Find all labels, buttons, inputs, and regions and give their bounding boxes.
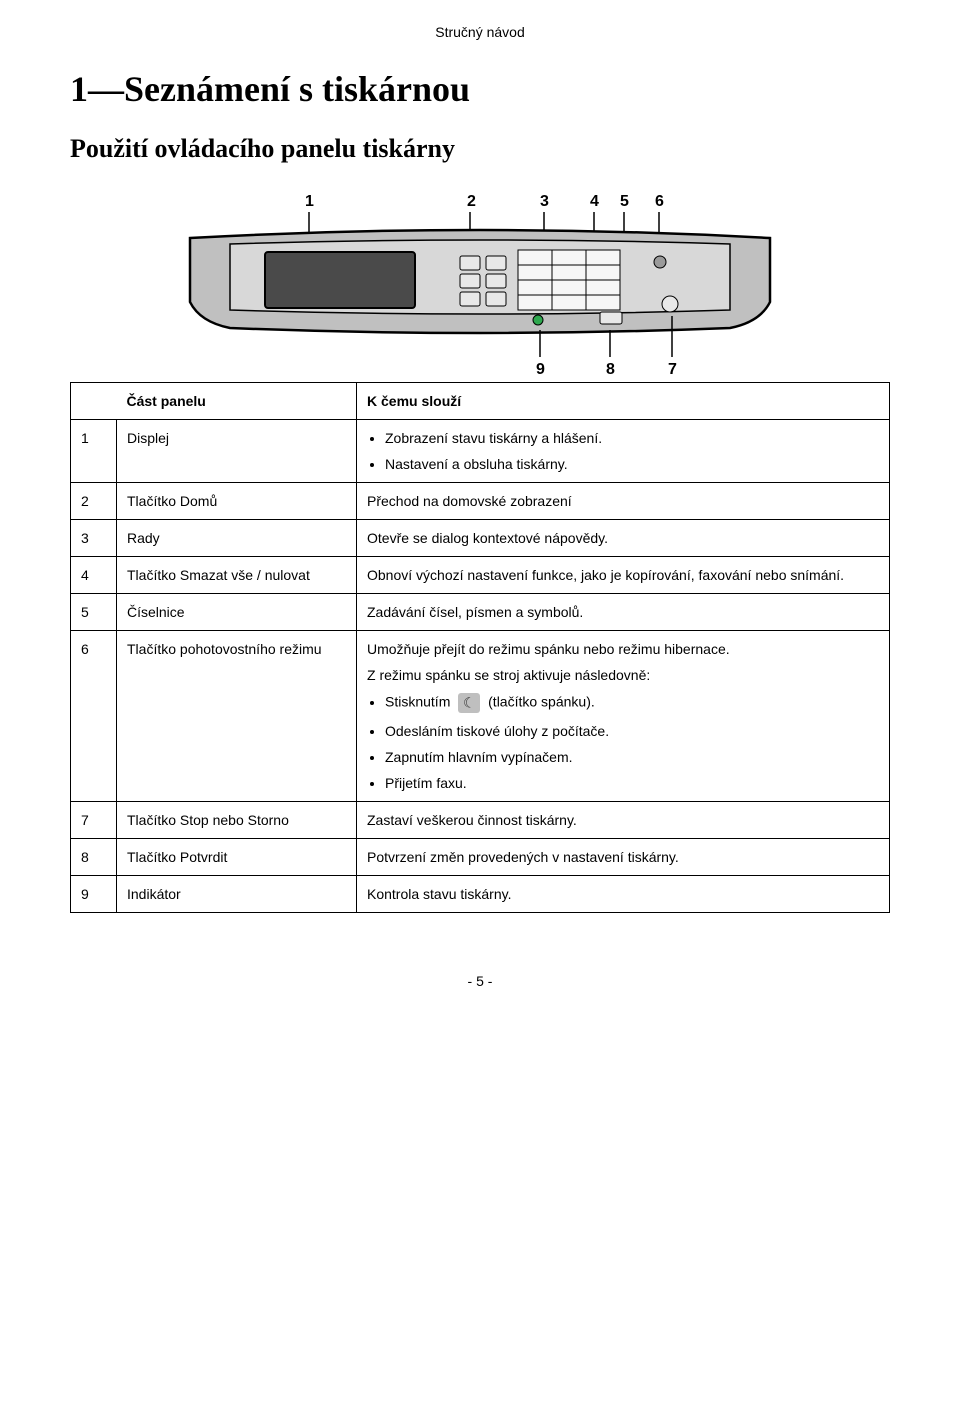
panel-parts-table: Část panelu K čemu slouží 1DisplejZobraz…: [70, 382, 890, 913]
keypad: [518, 250, 620, 310]
row-description: Otevře se dialog kontextové nápovědy.: [357, 520, 890, 557]
row-description: Zadávání čísel, písmen a symbolů.: [357, 594, 890, 631]
table-header-part: Část panelu: [117, 383, 357, 420]
page: Stručný návod 1—Seznámení s tiskárnou Po…: [0, 0, 960, 1029]
table-row: 8Tlačítko PotvrditPotvrzení změn provede…: [71, 839, 890, 876]
row-description: Zobrazení stavu tiskárny a hlášení. Nasta…: [357, 420, 890, 483]
row-description: Zastaví veškerou činnost tiskárny.: [357, 802, 890, 839]
sleep-icon: [458, 693, 480, 713]
tips-button-icon: [460, 274, 480, 288]
home-button-icon: [460, 256, 480, 270]
intro-line: Umožňuje přejít do režimu spánku nebo re…: [367, 641, 879, 657]
stop-button-icon: [662, 296, 678, 312]
callout-9: 9: [536, 361, 545, 378]
table-row: 4Tlačítko Smazat vše / nulovatObnoví výc…: [71, 557, 890, 594]
row-number: 2: [71, 483, 117, 520]
intro-line: Z režimu spánku se stroj aktivuje násled…: [367, 667, 879, 683]
bullet-item: Odesláním tiskové úlohy z počítače.: [385, 723, 879, 739]
confirm-button-icon: [600, 312, 622, 324]
row-part-name: Tlačítko Potvrdit: [117, 839, 357, 876]
indicator-led: [533, 315, 543, 325]
row-description: Umožňuje přejít do režimu spánku nebo re…: [357, 631, 890, 802]
table-row: 1DisplejZobrazení stavu tiskárny a hláše…: [71, 420, 890, 483]
bullet-item: Přijetím faxu.: [385, 775, 879, 791]
row-part-name: Displej: [117, 420, 357, 483]
callout-8: 8: [606, 361, 615, 378]
row-part-name: Indikátor: [117, 876, 357, 913]
sleep-button-icon: [654, 256, 666, 268]
callout-7: 7: [668, 361, 677, 378]
row-description: Obnoví výchozí nastavení funkce, jako je…: [357, 557, 890, 594]
callout-1: 1: [305, 193, 314, 210]
row-number: 1: [71, 420, 117, 483]
bullet-item: Stisknutím (tlačítko spánku).: [385, 693, 879, 713]
callout-5: 5: [620, 193, 629, 210]
callout-2: 2: [467, 193, 476, 210]
bullet-item: Zapnutím hlavním vypínačem.: [385, 749, 879, 765]
bullet-item: Zobrazení stavu tiskárny a hlášení.: [385, 430, 879, 446]
table-row: 9IndikátorKontrola stavu tiskárny.: [71, 876, 890, 913]
table-row: 5ČíselniceZadávání čísel, písmen a symbo…: [71, 594, 890, 631]
table-row: 3RadyOtevře se dialog kontextové nápověd…: [71, 520, 890, 557]
row-description: Potvrzení změn provedených v nastavení t…: [357, 839, 890, 876]
page-title: 1—Seznámení s tiskárnou: [70, 68, 890, 110]
page-subtitle: Použití ovládacího panelu tiskárny: [70, 134, 890, 164]
table-row: 7Tlačítko Stop nebo StornoZastaví vešker…: [71, 802, 890, 839]
control-panel-figure: 1 2 3 4 5 6: [170, 182, 790, 382]
row-description: Přechod na domovské zobrazení: [357, 483, 890, 520]
doc-header: Stručný návod: [70, 24, 890, 40]
row-part-name: Tlačítko Domů: [117, 483, 357, 520]
row-part-name: Rady: [117, 520, 357, 557]
row-part-name: Číselnice: [117, 594, 357, 631]
display-screen: [265, 252, 415, 308]
clear-button-icon: [460, 292, 480, 306]
row-number: 4: [71, 557, 117, 594]
table-row: 2Tlačítko DomůPřechod na domovské zobraz…: [71, 483, 890, 520]
callout-3: 3: [540, 193, 549, 210]
row-number: 6: [71, 631, 117, 802]
callout-4: 4: [590, 193, 599, 210]
row-part-name: Tlačítko Stop nebo Storno: [117, 802, 357, 839]
page-footer: - 5 -: [70, 973, 890, 989]
row-number: 8: [71, 839, 117, 876]
bullet-item: Nastavení a obsluha tiskárny.: [385, 456, 879, 472]
row-number: 5: [71, 594, 117, 631]
callout-6: 6: [655, 193, 664, 210]
row-number: 9: [71, 876, 117, 913]
row-part-name: Tlačítko Smazat vše / nulovat: [117, 557, 357, 594]
table-header-purpose: K čemu slouží: [357, 383, 890, 420]
row-number: 3: [71, 520, 117, 557]
row-number: 7: [71, 802, 117, 839]
row-description: Kontrola stavu tiskárny.: [357, 876, 890, 913]
table-header-blank: [71, 383, 117, 420]
table-row: 6Tlačítko pohotovostního režimu Umožňuje …: [71, 631, 890, 802]
row-part-name: Tlačítko pohotovostního režimu: [117, 631, 357, 802]
